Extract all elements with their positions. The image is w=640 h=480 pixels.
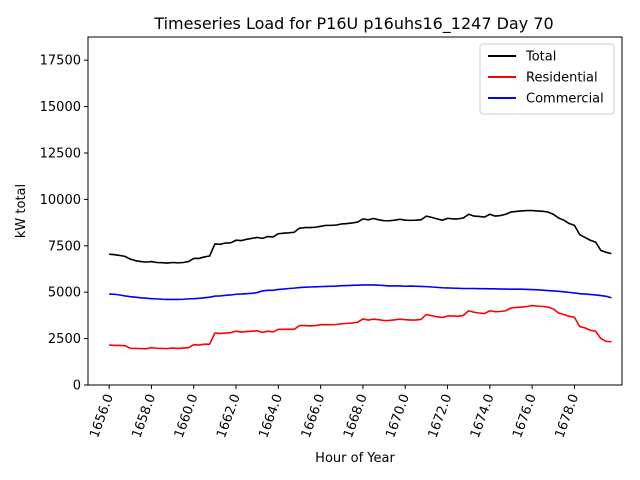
plot-frame: [87, 36, 623, 386]
y-tick-label: 15000: [40, 100, 81, 115]
y-axis-label: kW total: [14, 184, 29, 238]
series-line-residential: [109, 304, 612, 350]
y-tick-label: 17500: [40, 54, 81, 69]
legend: Total Residential Commercial: [479, 43, 615, 115]
legend-label-total: Total: [525, 50, 556, 65]
series-line-commercial: [109, 284, 612, 301]
y-tick-label: 10000: [40, 193, 81, 208]
y-tick-label: 12500: [40, 147, 81, 162]
legend-label-commercial: Commercial: [526, 92, 604, 107]
x-axis-label: Hour of Year: [315, 451, 395, 466]
y-tick-label: 7500: [48, 239, 81, 254]
series-line-total: [109, 209, 612, 264]
chart-title: Timeseries Load for P16U p16uhs16_1247 D…: [153, 14, 553, 34]
series-lines: [109, 209, 612, 350]
y-tick-label: 2500: [48, 332, 81, 347]
legend-box: [479, 43, 615, 115]
y-tick-label: 5000: [48, 286, 81, 301]
legend-label-residential: Residential: [526, 71, 598, 86]
y-tick-label: 0: [73, 379, 81, 394]
